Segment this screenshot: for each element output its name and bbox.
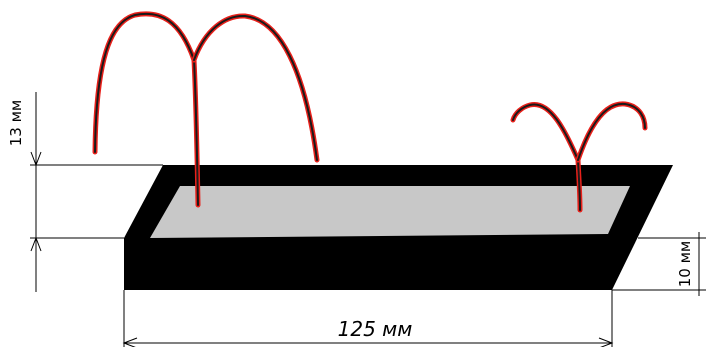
depth-dimension (612, 232, 706, 296)
tray (124, 165, 673, 290)
length-arrow-right (598, 337, 614, 349)
height-dimension (30, 92, 163, 292)
tray-inner-surface (150, 186, 630, 238)
large-fountain-right-arc (191, 13, 320, 163)
length-label: 125 мм (338, 317, 413, 341)
small-fountain-left-arc (510, 102, 581, 163)
length-arrow-left (122, 337, 138, 349)
height-label: 13 мм (7, 100, 25, 147)
length-dimension (122, 290, 614, 349)
height-arrow-bottom (30, 236, 42, 252)
large-fountain (92, 11, 320, 208)
depth-label: 10 мм (676, 241, 694, 288)
large-fountain-left-arc (92, 11, 197, 155)
small-fountain-right-arc (575, 101, 648, 163)
height-arrow-top (30, 151, 42, 167)
small-fountain (510, 101, 648, 213)
